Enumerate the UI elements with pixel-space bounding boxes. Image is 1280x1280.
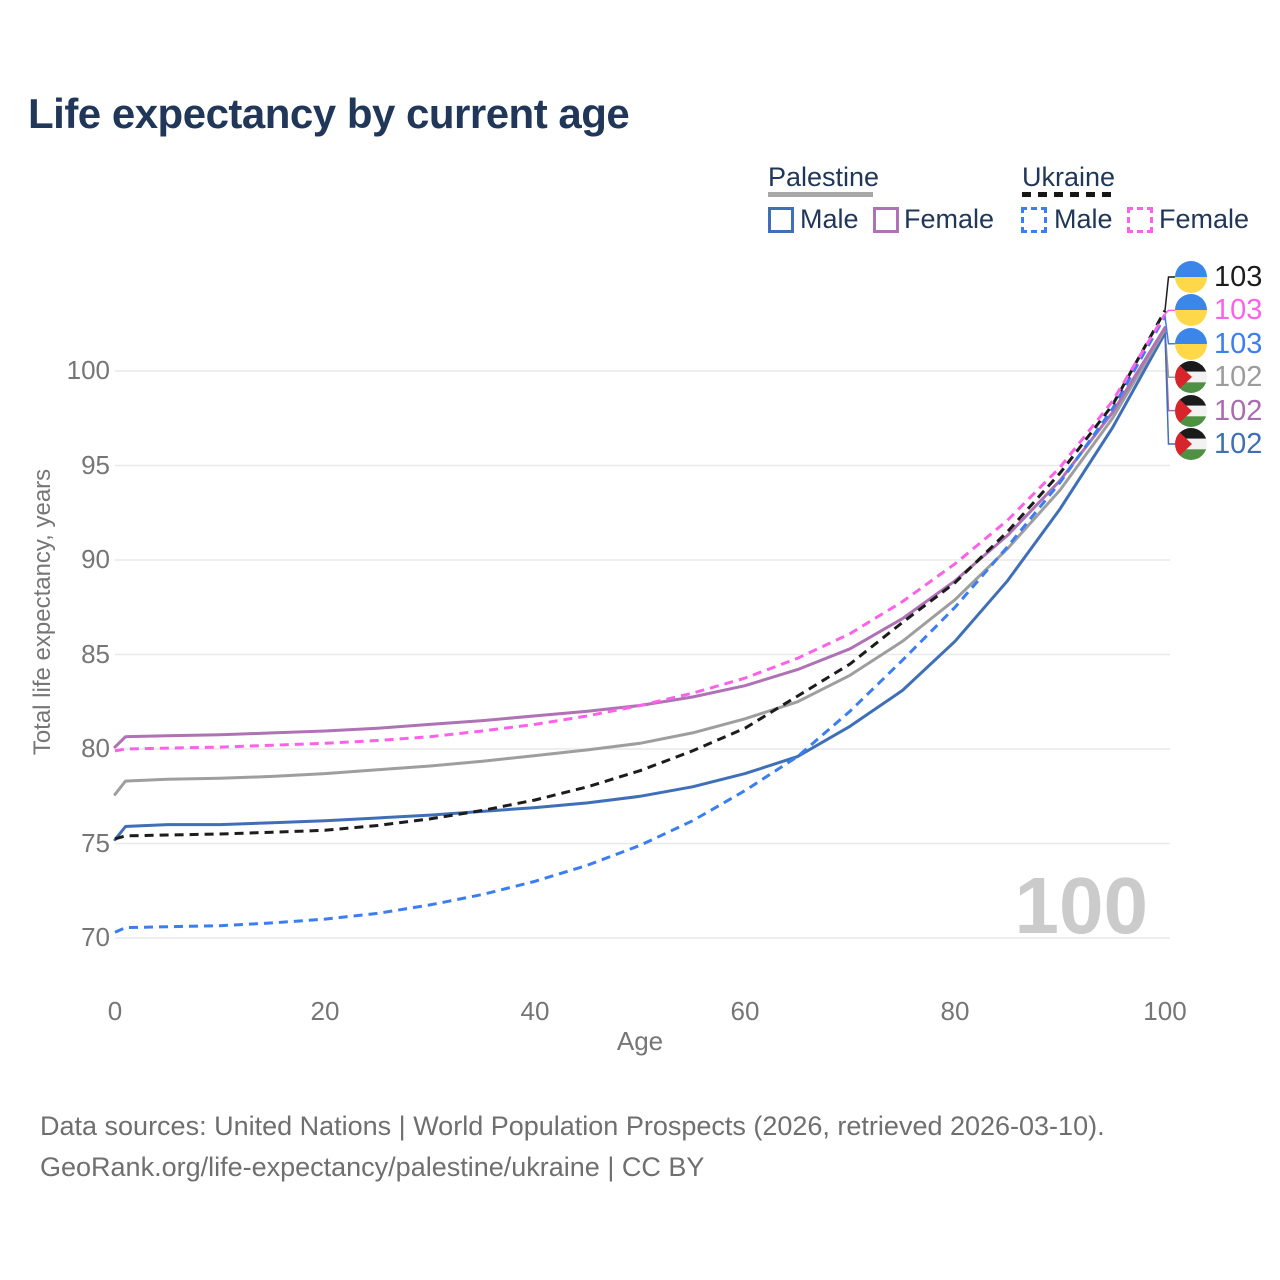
palestine-flag-icon: [1175, 428, 1207, 460]
x-tick-label-20: 20: [310, 996, 340, 1026]
end-label-palestine-female: 102: [1175, 394, 1263, 427]
palestine-flag-icon: [1175, 361, 1207, 394]
palestine-flag-icon: [1175, 394, 1207, 427]
x-axis-title: Age: [616, 1026, 664, 1056]
chart-canvas: [113, 276, 1175, 939]
end-label-value: 102: [1214, 361, 1263, 394]
ukraine-flag-icon: [1175, 294, 1207, 327]
end-label-ukraine-female: 103: [1175, 294, 1263, 327]
legend-swatch-palestine-female[interactable]: [873, 207, 899, 233]
y-axis-title: Total life expectancy, years: [29, 468, 56, 756]
legend-underline-ukraine: [1022, 192, 1112, 197]
end-label-connector-palestine-male: [1164, 333, 1175, 445]
end-label-value: 102: [1214, 428, 1263, 460]
y-tick-label-75: 75: [81, 827, 110, 858]
ukraine-flag-icon: [1175, 327, 1207, 360]
series-line-palestine-female: [113, 326, 1167, 749]
y-tick-label-70: 70: [81, 922, 110, 952]
end-label-palestine-male: 102: [1175, 428, 1262, 460]
y-tick-label-95: 95: [81, 449, 110, 480]
x-tick-label-80: 80: [940, 996, 970, 1026]
legend-group-palestine[interactable]: Palestine: [768, 162, 880, 192]
end-label-ukraine-total: 103: [1175, 261, 1262, 293]
x-tick-label-0: 0: [107, 996, 123, 1026]
series-line-ukraine-female: [114, 313, 1167, 753]
x-tick-label-60: 60: [730, 996, 760, 1026]
legend-swatch-palestine-male[interactable]: [768, 207, 794, 233]
series-line-ukraine-total: [114, 309, 1167, 841]
legend-swatch-ukraine-female[interactable]: [1127, 207, 1153, 233]
source-line-1: Data sources: United Nations | World Pop…: [40, 1111, 1105, 1141]
page-title: Life expectancy by current age: [28, 90, 630, 137]
end-label-ukraine-male: 103: [1175, 327, 1263, 360]
x-tick-label-40: 40: [520, 996, 550, 1026]
legend-label-palestine-male[interactable]: Male: [800, 204, 859, 234]
legend-label-ukraine-male[interactable]: Male: [1054, 204, 1113, 234]
y-tick-label-100: 100: [66, 355, 110, 385]
legend-swatch-ukraine-male[interactable]: [1021, 207, 1047, 233]
series-line-palestine-male: [113, 331, 1167, 842]
legend-label-ukraine-female[interactable]: Female: [1159, 204, 1250, 234]
end-label-value: 102: [1214, 394, 1263, 427]
legend-label-palestine-female[interactable]: Female: [904, 204, 995, 234]
end-label-value: 103: [1214, 261, 1263, 293]
source-line-2: GeoRank.org/life-expectancy/palestine/uk…: [40, 1152, 705, 1182]
series-line-palestine-total: [113, 327, 1167, 796]
end-label-value: 103: [1214, 327, 1263, 360]
x-tick-label-100: 100: [1143, 996, 1187, 1026]
y-tick-label-85: 85: [81, 638, 110, 669]
end-label-palestine-total: 102: [1175, 361, 1263, 394]
age-watermark: 100: [1014, 861, 1148, 950]
end-label-connector-ukraine-total: [1164, 276, 1175, 311]
ukraine-flag-icon: [1175, 261, 1207, 293]
y-tick-label-80: 80: [81, 733, 110, 763]
end-label-connector-ukraine-female: [1164, 309, 1175, 315]
end-label-value: 103: [1214, 294, 1263, 327]
end-label-connector-ukraine-male: [1164, 316, 1175, 345]
legend-group-ukraine[interactable]: Ukraine: [1022, 162, 1116, 192]
legend-underline-palestine: [768, 192, 873, 197]
series-line-ukraine-male: [114, 315, 1167, 934]
source-attribution: Data sources: United Nations | World Pop…: [40, 1106, 1105, 1188]
y-tick-label-90: 90: [81, 544, 110, 574]
